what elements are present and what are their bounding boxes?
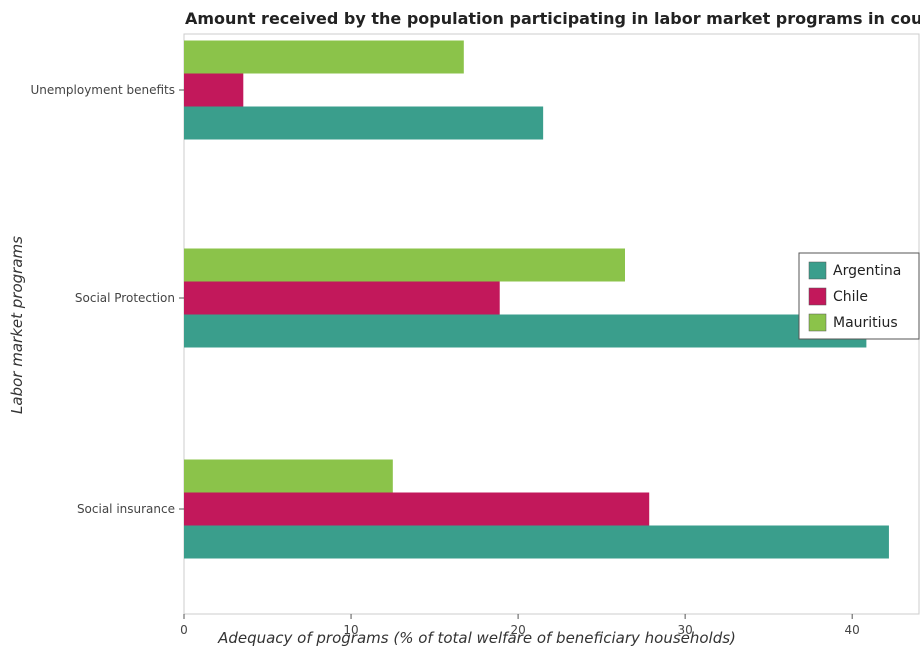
x-tick-label: 10 (343, 623, 358, 637)
bars-group (184, 40, 889, 559)
legend: Argentina Chile Mauritius (798, 252, 920, 340)
bar-chile-social-insurance (184, 492, 650, 526)
bar-mauritius-unemployment-benefits (184, 40, 464, 74)
bar-argentina-social-insurance (184, 525, 889, 559)
y-axis-ticks: Social insurance Social Protection Unemplo… (30, 83, 184, 516)
bar-argentina-social-protection (184, 314, 867, 348)
legend-label-chile: Chile (833, 289, 868, 305)
y-tick-label: Social insurance (77, 502, 175, 516)
legend-swatch-mauritius (808, 313, 827, 332)
x-tick-label: 40 (845, 623, 860, 637)
x-axis-title: Adequacy of programs (% of total welfare… (217, 629, 736, 647)
x-tick-label: 20 (510, 623, 525, 637)
legend-swatch-argentina (808, 261, 827, 280)
y-tick-label: Unemployment benefits (30, 83, 175, 97)
bar-mauritius-social-insurance (184, 459, 393, 493)
bar-chile-unemployment-benefits (184, 73, 244, 107)
bar-argentina-unemployment-benefits (184, 106, 544, 140)
bar-mauritius-social-protection (184, 248, 625, 282)
x-tick-label: 0 (180, 623, 188, 637)
legend-label-argentina: Argentina (833, 263, 901, 279)
legend-label-mauritius: Mauritius (833, 315, 898, 331)
legend-swatch-chile (808, 287, 827, 306)
x-tick-label: 30 (677, 623, 692, 637)
x-axis-ticks: 0 10 20 30 40 (180, 614, 860, 637)
y-tick-label: Social Protection (75, 291, 175, 305)
bar-chile-social-protection (184, 281, 500, 315)
chart-title: Amount received by the population partic… (185, 9, 920, 28)
y-axis-title: Labor market programs (8, 236, 26, 414)
